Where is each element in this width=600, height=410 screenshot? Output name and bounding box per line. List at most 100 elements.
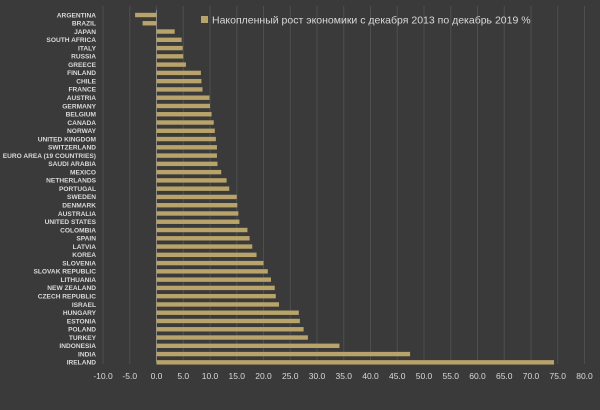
bar [156, 87, 203, 92]
x-tick-label: 75.0 [549, 371, 566, 381]
category-label: COLOMBIA [60, 227, 96, 234]
category-label: LATVIA [73, 244, 97, 251]
category-label: ARGENTINA [57, 12, 96, 19]
category-label: ITALY [78, 45, 97, 52]
bar [156, 128, 215, 133]
category-label: MEXICO [70, 169, 96, 176]
bar [156, 244, 253, 249]
x-tick-label: 40.0 [362, 371, 379, 381]
x-tick-label: -5.0 [122, 371, 137, 381]
gridlines [102, 6, 585, 364]
category-label: TURKEY [69, 335, 97, 342]
category-label: INDIA [78, 351, 96, 358]
category-label: AUSTRALIA [58, 211, 96, 218]
category-label: INDONESIA [59, 343, 96, 350]
x-tick-label: 60.0 [469, 371, 486, 381]
bar [156, 318, 300, 324]
bar [156, 203, 238, 208]
category-label: LITHUANIA [60, 277, 96, 284]
x-tick-label: 25.0 [282, 371, 299, 381]
category-label: CZECH REPUBLIC [38, 293, 96, 300]
bar [156, 37, 182, 43]
bar [156, 194, 237, 200]
bar [156, 169, 222, 175]
x-tick-label: 10.0 [202, 371, 219, 381]
category-label: CANADA [67, 120, 96, 127]
category-label: SPAIN [76, 236, 96, 243]
bar [156, 178, 227, 183]
x-tick-label: 35.0 [335, 371, 352, 381]
bar [156, 211, 239, 216]
bar [156, 95, 210, 100]
category-label: ESTONIA [67, 318, 96, 325]
bar [156, 351, 411, 357]
bar [156, 186, 230, 191]
category-label: CHILE [76, 78, 96, 85]
bar [156, 112, 212, 117]
category-label: RUSSIA [71, 54, 96, 61]
x-tick-label: 80.0 [576, 371, 593, 381]
category-label: SAUDI ARABIA [48, 161, 96, 168]
category-label: GERMANY [62, 103, 96, 110]
legend-swatch [201, 16, 208, 23]
category-label: POLAND [68, 327, 96, 334]
bar [156, 252, 257, 258]
category-label: HUNGARY [63, 310, 97, 317]
bar [156, 285, 275, 291]
bar [156, 70, 201, 76]
legend-label: Накопленный рост экономики с декабря 201… [212, 15, 531, 27]
bar [156, 153, 217, 158]
bar [156, 54, 184, 59]
x-tick-labels: -10.0 -5.0 0.0 5.0 10.0 15.0 20.0 25.0 30.0 35.0 4… [93, 371, 593, 381]
bar [156, 120, 214, 125]
category-label: JAPAN [74, 29, 96, 36]
category-label: KOREA [72, 252, 96, 259]
bar [156, 277, 271, 282]
bar [156, 62, 186, 67]
category-label: UNITED KINGDOM [38, 136, 97, 143]
category-label: NEW ZEALAND [47, 285, 96, 292]
bar [156, 103, 210, 109]
category-label: NETHERLANDS [46, 178, 96, 185]
x-tick-label: 50.0 [416, 371, 433, 381]
category-label: FINLAND [67, 70, 96, 77]
category-label: BRAZIL [72, 21, 96, 28]
category-label: ISRAEL [72, 302, 96, 309]
category-label: UNITED STATES [45, 219, 97, 226]
category-label: EURO AREA (19 COUNTRIES) [3, 153, 96, 160]
x-tick-label: 70.0 [523, 371, 540, 381]
bar [156, 78, 202, 84]
bar [156, 293, 276, 299]
bar [156, 260, 264, 266]
category-label: GREECE [68, 62, 96, 69]
bar [156, 219, 240, 224]
bars [135, 12, 555, 365]
category-label: BELGIUM [66, 112, 97, 119]
bar [156, 360, 555, 365]
category-label: AUSTRIA [67, 95, 97, 102]
category-label: SLOVENIA [62, 260, 96, 267]
category-label: SOUTH AFRICA [46, 37, 96, 44]
bar [156, 29, 175, 34]
bar [156, 335, 308, 340]
bar [142, 21, 157, 26]
bar [156, 145, 217, 150]
x-tick-label: -10.0 [93, 371, 113, 381]
bar [156, 161, 218, 167]
category-label: SWEDEN [67, 194, 96, 201]
x-tick-label: 5.0 [177, 371, 189, 381]
x-tick-label: 0.0 [151, 371, 163, 381]
category-label: NORWAY [67, 128, 97, 135]
x-tick-label: 30.0 [309, 371, 326, 381]
bar [156, 227, 248, 233]
bar [156, 45, 183, 51]
bar [156, 302, 280, 307]
category-label: SLOVAK REPUBLIC [33, 269, 96, 276]
category-label: PORTUGAL [59, 186, 96, 193]
bar [156, 327, 304, 332]
x-tick-label: 55.0 [442, 371, 459, 381]
bar [156, 343, 340, 348]
